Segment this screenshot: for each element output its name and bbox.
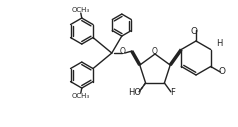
Text: HO: HO xyxy=(128,88,141,97)
Text: O: O xyxy=(219,67,226,76)
Text: O: O xyxy=(152,46,158,55)
Text: OCH₃: OCH₃ xyxy=(72,93,90,99)
Text: OCH₃: OCH₃ xyxy=(72,7,90,13)
Text: H: H xyxy=(216,39,223,49)
Text: O: O xyxy=(190,27,198,36)
Text: F: F xyxy=(170,88,175,97)
Text: O: O xyxy=(120,47,126,55)
